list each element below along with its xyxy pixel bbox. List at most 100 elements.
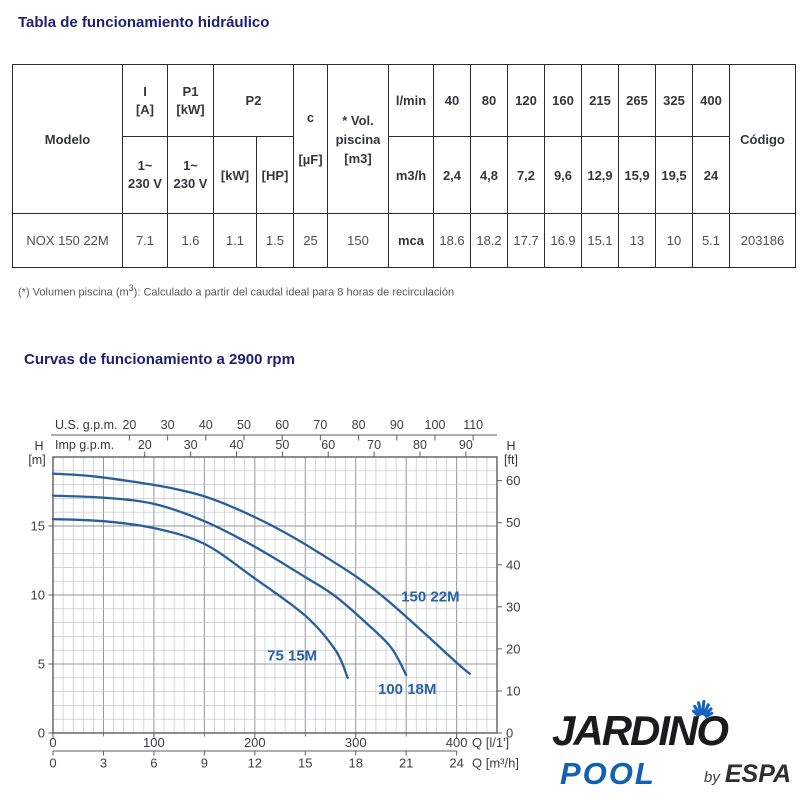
imp-gpm-tick-label: 50 xyxy=(275,438,289,452)
table-title: Tabla de funcionamiento hidráulico xyxy=(18,14,270,31)
q-m3h-tick-label: 18 xyxy=(348,756,362,771)
cell-p1: 1.6 xyxy=(167,213,214,268)
cell-capacitor: 25 xyxy=(293,213,328,268)
th-p1-unit: [kW] xyxy=(176,101,205,117)
cell-mca-value: 10 xyxy=(655,213,693,268)
imp-gpm-tick-label: 80 xyxy=(413,438,427,452)
us-gpm-axis-label: U.S. g.p.m. xyxy=(55,418,118,432)
q-m3h-tick-label: 3 xyxy=(100,756,107,771)
us-gpm-tick-label: 70 xyxy=(313,418,327,432)
th-capacitor-unit: [µF] xyxy=(298,152,323,167)
th-p2-hp: [HP] xyxy=(256,136,294,214)
th-voltage-i: 1~ 230 V xyxy=(122,136,168,214)
th-vol-line1: * Vol. xyxy=(342,112,374,128)
brand-logo: JARDINO POOL by ESPA xyxy=(540,678,800,798)
cell-mca-value: 17.7 xyxy=(507,213,545,268)
q-lmin-tick-label: 200 xyxy=(244,735,266,750)
water-spray-icon xyxy=(691,699,714,718)
th-vol-line3: [m3] xyxy=(344,150,372,166)
hydraulic-table: Modelo I [A] P1 [kW] P2 c [µF] * Vol. pi… xyxy=(12,64,796,268)
th-lmin: l/min xyxy=(388,64,434,137)
h-ft-axis-unit: [ft] xyxy=(504,453,518,467)
table-footnote: (*) Volumen piscina (m3): Calculado a pa… xyxy=(18,283,454,299)
th-current-symbol: I xyxy=(143,83,147,99)
flow-lmin-cell: 160 xyxy=(544,64,582,137)
h-m-tick-label: 5 xyxy=(38,657,45,672)
cell-p2-kw: 1.1 xyxy=(213,213,257,268)
us-gpm-tick-label: 100 xyxy=(425,418,446,432)
footnote-text: (*) Volumen piscina (m xyxy=(18,286,129,299)
h-m-tick-label: 0 xyxy=(38,726,45,741)
curve-label-75-15m: 75 15M xyxy=(267,648,317,665)
h-ft-axis-label: H xyxy=(506,439,515,453)
th-p2: P2 xyxy=(213,64,294,137)
th-codigo: Código xyxy=(729,64,796,214)
th-p1: P1 [kW] xyxy=(167,64,214,137)
flow-m3h-cell: 12,9 xyxy=(581,136,619,214)
performance-chart: U.S. g.p.m. 20 30 40 50 60 70 80 90 100 110 Imp g.p… xyxy=(25,408,525,793)
q-lmin-tick-label: 300 xyxy=(345,735,367,750)
cell-mca-value: 13 xyxy=(618,213,656,268)
flow-m3h-cell: 7,2 xyxy=(507,136,545,214)
curve-label-100-18m: 100 18M xyxy=(378,681,436,698)
th-capacitor-symbol: c xyxy=(306,110,315,125)
h-m-axis-unit: [m] xyxy=(28,453,45,467)
cell-mca-value: 5.1 xyxy=(692,213,730,268)
q-m3h-tick-label: 12 xyxy=(248,756,262,771)
flow-m3h-cell: 19,5 xyxy=(655,136,693,214)
curve-150-22m xyxy=(51,472,471,675)
curve-label-150-22m: 150 22M xyxy=(401,588,459,605)
flow-lmin-cell: 325 xyxy=(655,64,693,137)
th-capacitor: c [µF] xyxy=(293,64,328,214)
q-lmin-tick-label: 400 xyxy=(446,735,468,750)
th-voltage-p1: 1~ 230 V xyxy=(167,136,214,214)
logo-jardino-text: JARDINO xyxy=(552,707,729,754)
flow-m3h-cell: 15,9 xyxy=(618,136,656,214)
chart-grid xyxy=(52,456,498,734)
flow-m3h-cell: 4,8 xyxy=(470,136,508,214)
q-m3h-tick-label: 24 xyxy=(449,756,463,771)
th-current-unit: [A] xyxy=(135,101,155,117)
us-gpm-tick-label: 20 xyxy=(122,418,136,432)
imp-gpm-tick-label: 70 xyxy=(367,438,381,452)
th-p2-kw: [kW] xyxy=(213,136,257,214)
cell-mca-label: mca xyxy=(388,213,434,268)
flow-lmin-cell: 265 xyxy=(618,64,656,137)
logo-by-espa: by ESPA xyxy=(704,760,792,788)
h-ft-tick-label: 0 xyxy=(506,726,513,741)
us-gpm-tick-label: 50 xyxy=(237,418,251,432)
cell-mca-value: 15.1 xyxy=(581,213,619,268)
voltage-phase: 1~ xyxy=(183,158,198,173)
q-m3h-tick-label: 0 xyxy=(49,756,56,771)
q-m3h-tick-label: 15 xyxy=(298,756,312,771)
th-p1-symbol: P1 xyxy=(182,83,199,99)
h-ft-tick-label: 30 xyxy=(506,599,520,614)
logo-by-text: by xyxy=(704,769,720,786)
q-m3h-tick-label: 21 xyxy=(399,756,413,771)
h-ft-tick-label: 20 xyxy=(506,641,520,656)
voltage-value: 230 V xyxy=(173,176,208,191)
flow-lmin-cell: 215 xyxy=(581,64,619,137)
h-m-tick-label: 15 xyxy=(31,519,45,534)
us-gpm-tick-label: 80 xyxy=(352,418,366,432)
th-vol-line2: piscina xyxy=(335,131,381,147)
imp-gpm-tick-label: 90 xyxy=(459,438,473,452)
cell-codigo: 203186 xyxy=(729,213,796,268)
cell-current: 7.1 xyxy=(122,213,168,268)
voltage-value: 230 V xyxy=(128,176,162,191)
q-lmin-axis-label: Q [l/1'] xyxy=(472,735,509,750)
flow-m3h-cell: 2,4 xyxy=(433,136,471,214)
th-m3h: m3/h xyxy=(388,136,434,214)
h-ft-tick-label: 50 xyxy=(506,515,520,530)
footnote-text: ): Calculado a partir del caudal ideal p… xyxy=(133,286,455,299)
h-ft-tick-label: 60 xyxy=(506,473,520,488)
flow-lmin-cell: 120 xyxy=(507,64,545,137)
cell-mca-value: 18.6 xyxy=(433,213,471,268)
th-pool-volume: * Vol. piscina [m3] xyxy=(327,64,389,214)
logo-espa-text: ESPA xyxy=(724,760,792,788)
h-ft-tick-label: 10 xyxy=(506,683,520,698)
logo-pool-text: POOL xyxy=(560,756,656,791)
us-gpm-tick-label: 40 xyxy=(199,418,213,432)
cell-pool-volume: 150 xyxy=(327,213,389,268)
